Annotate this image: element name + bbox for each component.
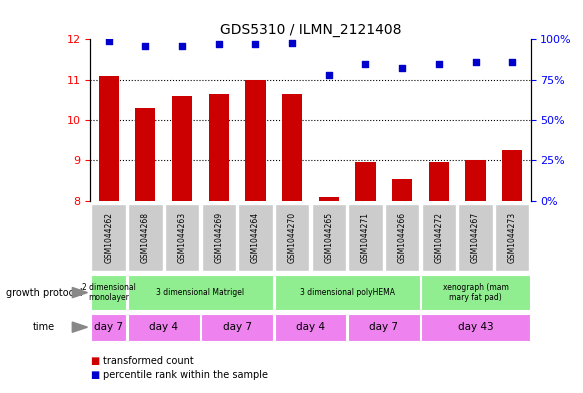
Point (508, 59, 517, 65)
Point (177, 42, 187, 49)
Point (287, 39, 297, 46)
Text: GSM1044272: GSM1044272 (434, 212, 443, 263)
Bar (91, 275, 127, 310)
Text: percentile rank within the sample: percentile rank within the sample (103, 370, 268, 380)
Text: transformed count: transformed count (103, 356, 194, 366)
Point (398, 65, 407, 72)
Point (251, 41, 260, 47)
Text: GSM1044271: GSM1044271 (361, 212, 370, 263)
Bar (422, 275, 530, 310)
Bar (392, 178, 412, 201)
Bar (465, 160, 486, 201)
Text: GSM1044265: GSM1044265 (324, 212, 333, 263)
Bar (172, 96, 192, 201)
Bar (245, 80, 265, 201)
Point (324, 72, 333, 78)
Text: xenograph (mam
mary fat pad): xenograph (mam mary fat pad) (442, 283, 508, 302)
Polygon shape (72, 322, 87, 332)
Text: ■: ■ (90, 370, 100, 380)
Text: GSM1044262: GSM1044262 (104, 212, 113, 263)
Bar (165, 204, 199, 271)
Text: growth protocol: growth protocol (6, 288, 82, 298)
Point (434, 61, 444, 67)
Bar (348, 204, 382, 271)
Bar (282, 94, 302, 201)
Bar (311, 204, 346, 271)
Bar (128, 275, 273, 310)
Bar (495, 204, 529, 271)
Bar (356, 162, 375, 201)
Bar (99, 75, 119, 201)
Bar (502, 151, 522, 201)
Bar (128, 204, 163, 271)
Bar (128, 314, 199, 341)
Polygon shape (72, 287, 87, 298)
Bar (201, 314, 273, 341)
Bar (275, 275, 420, 310)
Bar (458, 204, 493, 271)
Point (361, 61, 370, 67)
Point (471, 59, 480, 65)
Text: day 7: day 7 (94, 322, 123, 332)
Bar (202, 204, 236, 271)
Text: GSM1044267: GSM1044267 (471, 212, 480, 263)
Bar (135, 108, 156, 201)
Title: GDS5310 / ILMN_2121408: GDS5310 / ILMN_2121408 (220, 23, 401, 37)
Point (104, 38, 113, 44)
Text: day 7: day 7 (369, 322, 398, 332)
Text: time: time (33, 322, 55, 332)
Bar (319, 197, 339, 201)
Point (214, 41, 223, 47)
Text: 2 dimensional
monolayer: 2 dimensional monolayer (82, 283, 136, 302)
Text: GSM1044264: GSM1044264 (251, 212, 260, 263)
Point (141, 42, 150, 49)
Text: 3 dimensional polyHEMA: 3 dimensional polyHEMA (300, 288, 395, 297)
Bar (91, 314, 127, 341)
Bar (238, 204, 273, 271)
Text: day 4: day 4 (296, 322, 325, 332)
Bar (348, 314, 420, 341)
Bar (422, 204, 456, 271)
Text: GSM1044268: GSM1044268 (141, 212, 150, 263)
Bar (275, 314, 346, 341)
Bar (209, 94, 229, 201)
Bar (92, 204, 126, 271)
Text: GSM1044273: GSM1044273 (508, 212, 517, 263)
Text: GSM1044270: GSM1044270 (287, 212, 297, 263)
Bar (429, 162, 449, 201)
Text: ■: ■ (90, 356, 100, 366)
Text: day 7: day 7 (223, 322, 252, 332)
Bar (275, 204, 310, 271)
Text: day 4: day 4 (149, 322, 178, 332)
Bar (385, 204, 419, 271)
Text: GSM1044269: GSM1044269 (214, 212, 223, 263)
Bar (422, 314, 530, 341)
Text: day 43: day 43 (458, 322, 493, 332)
Text: GSM1044266: GSM1044266 (398, 212, 407, 263)
Text: GSM1044263: GSM1044263 (178, 212, 187, 263)
Text: 3 dimensional Matrigel: 3 dimensional Matrigel (156, 288, 244, 297)
